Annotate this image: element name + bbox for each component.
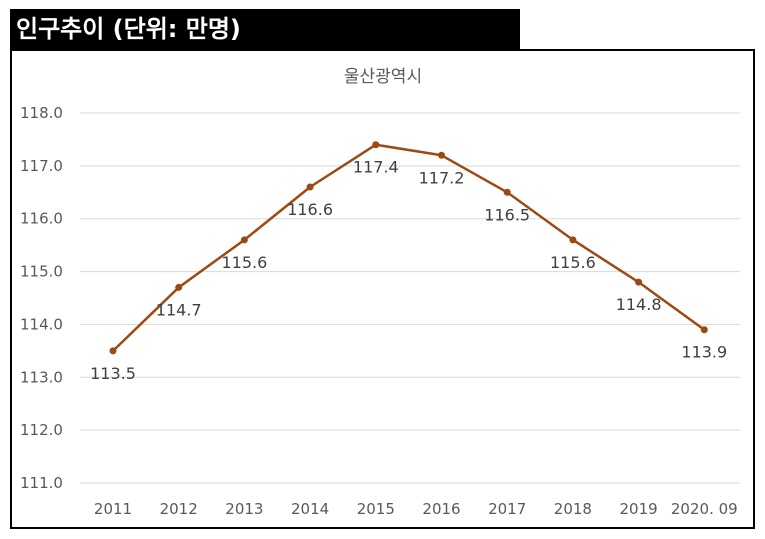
data-point <box>569 236 577 244</box>
x-tick-label: 2011 <box>94 500 132 518</box>
x-tick-label: 2016 <box>422 500 460 518</box>
data-point <box>635 278 643 286</box>
x-tick-label: 2019 <box>620 500 658 518</box>
data-point <box>503 188 511 196</box>
series-line-path <box>112 143 706 352</box>
x-tick-label: 2018 <box>554 500 592 518</box>
data-label: 113.5 <box>90 364 136 383</box>
x-axis-ticks: 2011 2012 2013 2014 2015 2016 2017 2018 2019 2020… <box>94 500 738 518</box>
x-tick-label: 2015 <box>357 500 395 518</box>
gridlines <box>80 112 740 484</box>
data-point <box>700 326 708 334</box>
data-label: 117.4 <box>353 158 399 177</box>
chart-frame <box>10 49 755 529</box>
y-tick-label: 111.0 <box>20 474 63 492</box>
data-label: 113.9 <box>681 343 727 362</box>
y-tick-label: 116.0 <box>20 210 63 228</box>
y-tick-label: 114.0 <box>20 315 63 333</box>
data-label: 117.2 <box>419 168 465 187</box>
data-label: 116.6 <box>287 200 333 219</box>
chart-title: 울산광역시 <box>344 67 422 87</box>
data-label: 115.6 <box>550 253 596 272</box>
data-label: 115.6 <box>221 253 267 272</box>
y-tick-label: 112.0 <box>20 421 63 439</box>
data-point <box>175 283 183 291</box>
data-point <box>109 347 117 355</box>
data-label: 116.5 <box>484 205 530 224</box>
data-point <box>372 141 380 149</box>
data-label: 114.8 <box>616 295 662 314</box>
x-tick-label: 2012 <box>160 500 198 518</box>
y-tick-label: 113.0 <box>20 368 63 386</box>
y-tick-label: 118.0 <box>20 104 63 122</box>
x-tick-label: 2020. 09 <box>671 500 738 518</box>
data-point <box>438 151 445 159</box>
data-labels: 113.5 114.7 115.6 116.6 117.4 117.2 116.5 115.6… <box>90 158 727 383</box>
data-point <box>306 183 314 191</box>
x-tick-label: 2013 <box>225 500 263 518</box>
y-tick-label: 117.0 <box>20 157 63 175</box>
y-tick-label: 115.0 <box>20 263 63 281</box>
data-point <box>240 236 248 244</box>
series-line <box>109 141 708 355</box>
x-tick-label: 2014 <box>291 500 329 518</box>
data-label: 114.7 <box>156 300 202 319</box>
page-title: 인구추이 (단위: 만명) <box>10 9 520 49</box>
y-axis-ticks: 111.0 112.0 113.0 114.0 115.0 116.0 117.0 118.0 <box>20 104 63 492</box>
x-tick-label: 2017 <box>488 500 526 518</box>
